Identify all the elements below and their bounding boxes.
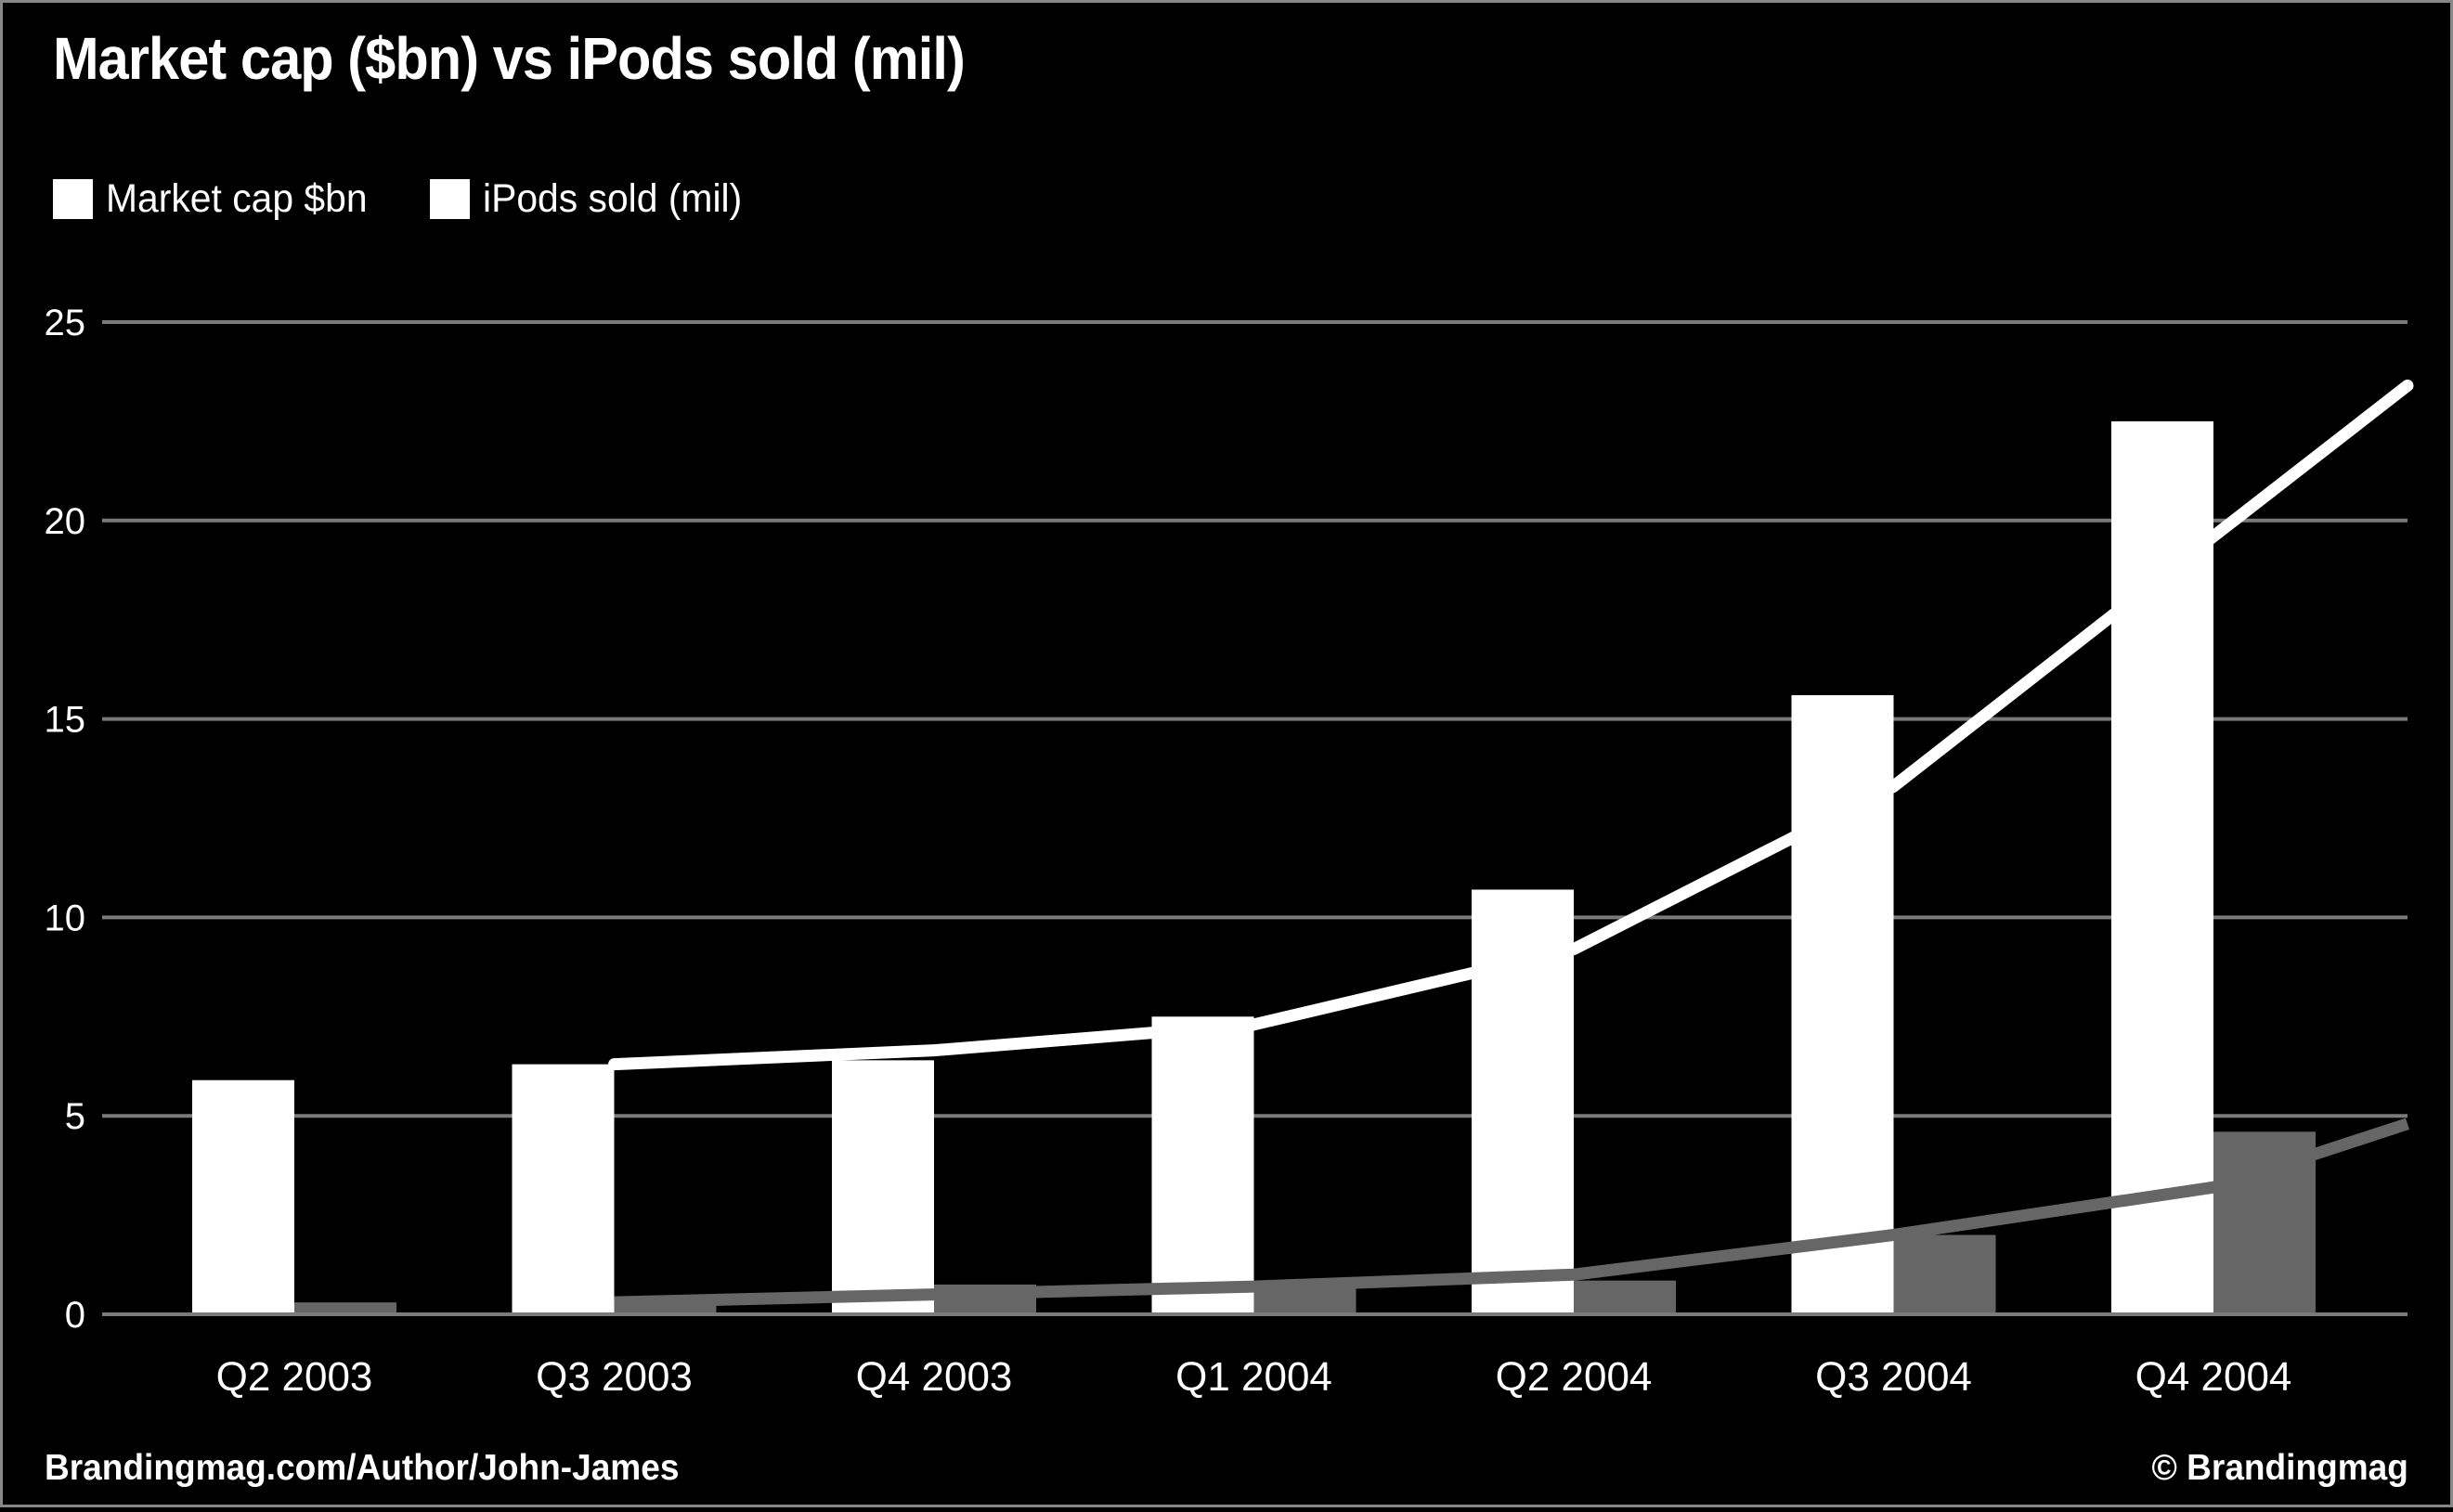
bar-ipods-sold-4 <box>1574 1280 1676 1314</box>
trend-line-ipods-sold <box>614 1118 2410 1309</box>
x-axis-label-3: Q1 2004 <box>1175 1354 1332 1400</box>
x-axis-label-5: Q3 2004 <box>1815 1354 1972 1400</box>
y-axis-label-20: 20 <box>45 501 86 542</box>
x-axis-label-6: Q4 2004 <box>2135 1354 2292 1400</box>
footer-author-url: Brandingmag.com/Author/John-James <box>45 1448 680 1488</box>
legend-item-ipods-sold: iPods sold (mil) <box>430 176 756 222</box>
x-axis-label-1: Q3 2003 <box>536 1354 693 1400</box>
chart-title: Market cap ($bn) vs iPods sold (mil) <box>53 25 966 92</box>
bar-market-cap-0 <box>192 1079 294 1314</box>
legend-label-ipods-sold: iPods sold (mil) <box>483 176 743 221</box>
bar-market-cap-3 <box>1151 1016 1254 1314</box>
bar-market-cap-2 <box>832 1060 934 1314</box>
x-axis-label-0: Q2 2003 <box>216 1354 373 1400</box>
y-axis-label-15: 15 <box>45 700 86 741</box>
x-axis-label-2: Q4 2003 <box>856 1354 1013 1400</box>
footer-copyright: © Brandingmag <box>2151 1448 2408 1488</box>
y-axis-label-5: 5 <box>65 1096 85 1137</box>
legend-swatch-market-cap-icon <box>53 179 93 219</box>
trend-line-market-cap <box>608 379 2414 1071</box>
legend-label-market-cap: Market cap $bn <box>106 176 368 221</box>
y-axis-label-10: 10 <box>45 898 86 938</box>
legend-item-market-cap: Market cap $bn <box>53 176 381 222</box>
bar-market-cap-1 <box>512 1064 615 1314</box>
x-axis-label-4: Q2 2004 <box>1496 1354 1653 1400</box>
y-axis-label-25: 25 <box>45 303 86 343</box>
y-axis-label-0: 0 <box>65 1295 85 1336</box>
bar-ipods-sold-5 <box>1893 1234 1996 1314</box>
legend-swatch-ipods-sold-icon <box>430 179 470 219</box>
bar-ipods-sold-0 <box>294 1302 396 1314</box>
